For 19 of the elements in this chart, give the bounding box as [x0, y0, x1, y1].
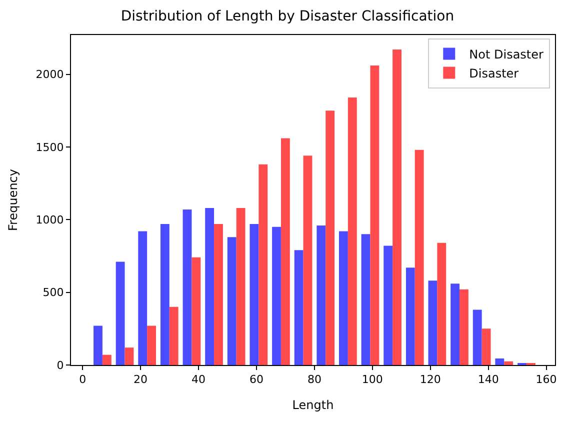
chart-title: Distribution of Length by Disaster Classification	[120, 8, 454, 24]
legend-label: Disaster	[469, 66, 519, 80]
y-axis-title: Frequency	[6, 169, 20, 231]
x-tick-label: 140	[478, 373, 499, 386]
legend-label: Not Disaster	[469, 47, 544, 62]
y-tick-label: 0	[56, 358, 64, 372]
y-tick-label: 1000	[36, 213, 64, 226]
y-tick-label: 500	[42, 286, 64, 300]
y-tick-label: 2000	[36, 68, 64, 82]
x-tick-label: 80	[307, 373, 322, 386]
x-tick-label: 60	[249, 373, 264, 386]
y-tick-label: 1500	[36, 140, 64, 154]
x-tick-label: 20	[134, 373, 148, 386]
x-tick-label: 120	[420, 373, 441, 386]
x-tick-label: 160	[536, 373, 557, 386]
x-tick-label: 0	[79, 373, 86, 386]
x-axis-title: Length	[292, 398, 334, 412]
x-tick-label: 100	[362, 373, 383, 386]
x-tick-label: 40	[192, 373, 206, 386]
